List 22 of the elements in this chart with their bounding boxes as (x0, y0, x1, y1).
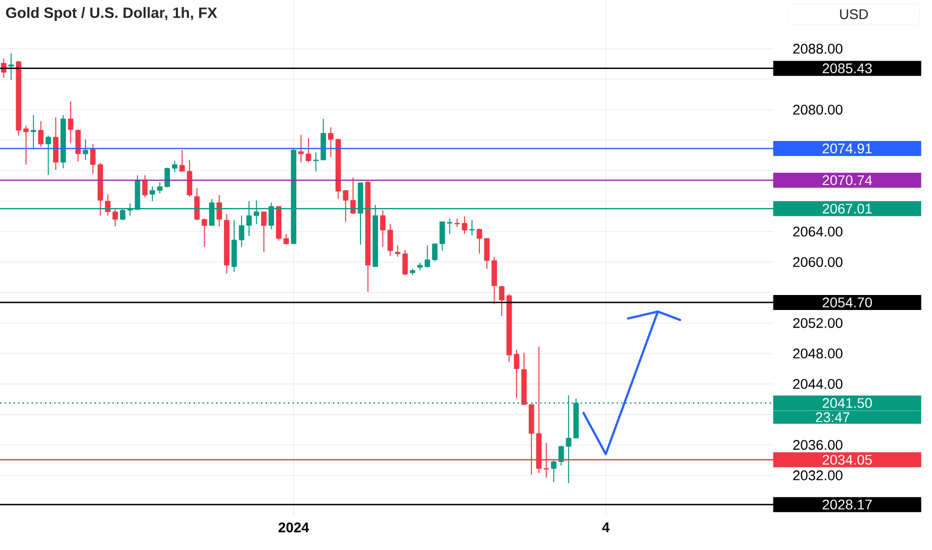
y-tick-label: 2080.00 (793, 104, 842, 115)
ref-line-label: 2070.74 (822, 175, 872, 186)
ref-line-label: 2054.70 (822, 297, 872, 308)
x-tick-label: 2024 (278, 522, 310, 532)
y-tick-label: 2048.00 (793, 348, 842, 358)
ref-line-label: 2034.05 (822, 454, 872, 465)
x-tick-label: 4 (602, 522, 610, 532)
y-tick-label: 2060.00 (793, 257, 842, 268)
ref-line-label: 2074.91 (822, 144, 872, 154)
ref-line-label: 2085.43 (822, 63, 872, 74)
text: 23:47 (816, 412, 850, 422)
chart-title: Gold Spot / U.S. Dollar, 1h, FX (6, 7, 218, 21)
y-tick-label: 2088.00 (793, 44, 842, 54)
y-tick-label: 2052.00 (793, 318, 842, 328)
ref-line-label: 2028.17 (822, 500, 872, 510)
ref-line-label: 2067.01 (822, 204, 872, 214)
y-tick-label: 2044.00 (793, 379, 842, 389)
ref-line-label: 2041.50 (822, 398, 872, 408)
text: USD (840, 9, 868, 20)
y-tick-label: 2036.00 (793, 440, 842, 450)
y-tick-label: 2064.00 (793, 226, 842, 237)
y-tick-label: 2032.00 (793, 470, 842, 480)
